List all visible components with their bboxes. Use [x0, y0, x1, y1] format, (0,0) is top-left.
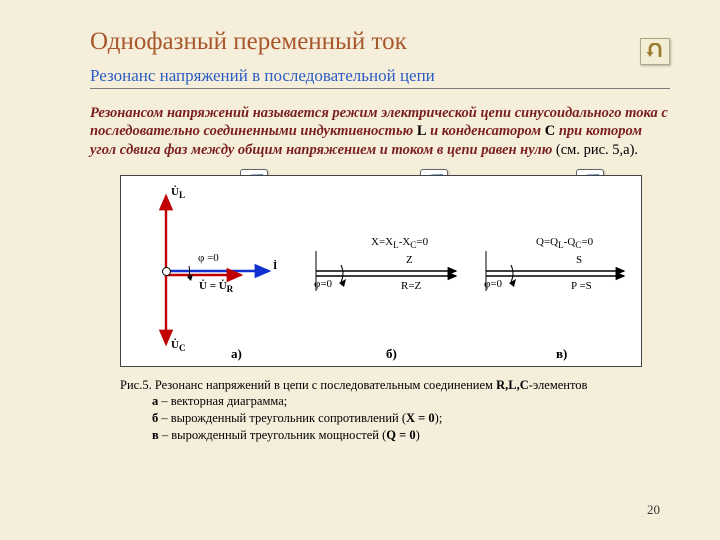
panel-b: X=XL-XC=0 φ=0 Z R=Z б) — [306, 176, 471, 366]
panel-c: Q=QL-QC=0 φ=0 S P =S в) — [476, 176, 636, 366]
figure-container: U̇L İ φ =0 U̇ = U̇R U̇C а) — [120, 175, 640, 445]
u-turn-icon — [645, 43, 665, 61]
divider — [90, 88, 670, 89]
page-title: Однофазный переменный ток — [90, 28, 670, 56]
panel-a: U̇L İ φ =0 U̇ = U̇R U̇C а) — [121, 176, 301, 366]
origin-dot — [162, 267, 171, 276]
panel-label-c: в) — [556, 346, 567, 362]
label-I: İ — [273, 260, 277, 272]
label-Z: Z — [406, 254, 413, 266]
label-Xeq: X=XL-XC=0 — [371, 236, 428, 250]
panel-label-b: б) — [386, 346, 397, 362]
label-S: S — [576, 254, 582, 266]
label-U: U̇ = U̇R — [199, 280, 233, 294]
label-RZ: R=Z — [401, 280, 421, 292]
figure-caption: Рис.5. Резонанс напряжений в цепи с посл… — [120, 377, 640, 445]
label-phi-a: φ =0 — [198, 252, 219, 264]
figure: U̇L İ φ =0 U̇ = U̇R U̇C а) — [120, 175, 642, 367]
label-Qeq: Q=QL-QC=0 — [536, 236, 593, 250]
back-button[interactable] — [640, 38, 670, 65]
label-phi-c: φ=0 — [484, 278, 502, 290]
label-UC: U̇C — [171, 339, 186, 353]
label-UL: U̇L — [171, 186, 185, 200]
page-number: 20 — [647, 502, 660, 518]
definition-text: Резонансом напряжений называется режим э… — [90, 104, 670, 161]
page-subtitle: Резонанс напряжений в последовательной ц… — [90, 66, 670, 86]
panel-label-a: а) — [231, 346, 242, 362]
label-phi-b: φ=0 — [314, 278, 332, 290]
label-PS: P =S — [571, 280, 592, 292]
